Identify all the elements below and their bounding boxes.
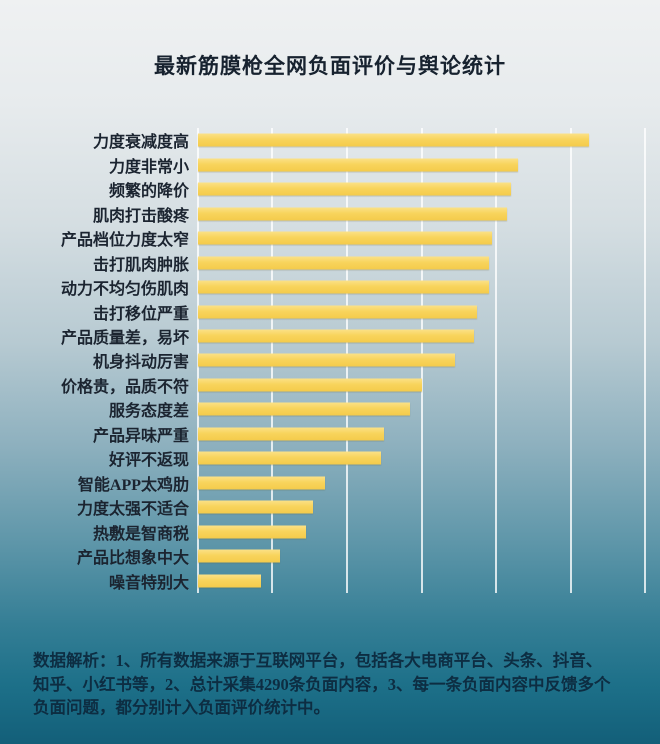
bar-track xyxy=(198,397,645,421)
bar-track xyxy=(198,520,645,544)
category-label: 击打移位严重 xyxy=(92,305,189,323)
bar xyxy=(198,427,385,441)
bar-track xyxy=(198,324,645,348)
bar-row: 机身抖动厉害 xyxy=(0,348,660,372)
bar-track xyxy=(198,495,645,519)
bar xyxy=(198,451,381,465)
category-label: 产品异味严重 xyxy=(92,427,189,445)
footer-line: 数据解析：1、所有数据来源于互联网平台，包括各大电商平台、头条、抖音、 xyxy=(33,651,603,670)
gridline xyxy=(569,128,572,593)
category-label: 价格贵，品质不符 xyxy=(60,378,189,396)
bar-track xyxy=(198,201,645,225)
bar-row: 产品档位力度太窄 xyxy=(0,226,660,250)
bar-rows: 力度衰减度高力度非常小频繁的降价肌肉打击酸疼产品档位力度太窄击打肌肉肿胀动力不均… xyxy=(0,128,660,593)
bar-row: 力度非常小 xyxy=(0,152,660,176)
bar-row: 价格贵，品质不符 xyxy=(0,373,660,397)
category-label: 好评不返现 xyxy=(108,452,189,470)
bar-track xyxy=(198,348,645,372)
bar xyxy=(198,402,411,416)
category-label: 肌肉打击酸疼 xyxy=(92,207,189,225)
bar-track xyxy=(198,250,645,274)
bar-row: 噪音特别大 xyxy=(0,568,660,592)
category-label: 智能APP太鸡肋 xyxy=(77,476,189,494)
bar xyxy=(198,280,489,294)
bar-row: 服务态度差 xyxy=(0,397,660,421)
bar xyxy=(198,182,511,196)
bar-row: 热敷是智商税 xyxy=(0,520,660,544)
bar-track xyxy=(198,128,645,152)
bar xyxy=(198,574,262,588)
bar-row: 频繁的降价 xyxy=(0,177,660,201)
bar xyxy=(198,133,590,147)
bar-row: 好评不返现 xyxy=(0,446,660,470)
bar xyxy=(198,231,493,245)
bar xyxy=(198,476,325,490)
bar xyxy=(198,525,307,539)
bar-track xyxy=(198,544,645,568)
footer-note: 数据解析：1、所有数据来源于互联网平台，包括各大电商平台、头条、抖音、 知乎、小… xyxy=(33,649,633,720)
footer-line: 知乎、小红书等，2、总计采集4290条负面内容，3、每一条负面内容中反馈多个 xyxy=(33,674,611,694)
chart-title: 最新筋膜枪全网负面评价与舆论统计 xyxy=(154,54,506,78)
bar-track xyxy=(198,422,645,446)
category-label: 击打肌肉肿胀 xyxy=(92,256,189,274)
gridline xyxy=(494,128,497,593)
category-label: 热敷是智商税 xyxy=(92,525,189,543)
bar xyxy=(198,549,280,563)
bar-row: 产品比想象中大 xyxy=(0,544,660,568)
footer-line: 负面问题，都分别计入负面评价统计中。 xyxy=(33,698,330,717)
category-label: 产品档位力度太窄 xyxy=(60,232,189,250)
bar-track xyxy=(198,226,645,250)
category-label: 动力不均匀伤肌肉 xyxy=(60,281,189,299)
bar xyxy=(198,256,489,270)
bar-row: 肌肉打击酸疼 xyxy=(0,201,660,225)
bar xyxy=(198,329,474,343)
bar-row: 力度太强不适合 xyxy=(0,495,660,519)
bar xyxy=(198,500,314,514)
category-label: 力度太强不适合 xyxy=(76,501,189,519)
category-label: 机身抖动厉害 xyxy=(92,354,189,372)
bar-track xyxy=(198,177,645,201)
bar-track xyxy=(198,299,645,323)
category-label: 产品质量差，易坏 xyxy=(60,329,189,347)
bar-row: 击打肌肉肿胀 xyxy=(0,250,660,274)
bar xyxy=(198,305,478,319)
bar-track xyxy=(198,152,645,176)
bar-row: 击打移位严重 xyxy=(0,299,660,323)
bar-row: 产品异味严重 xyxy=(0,422,660,446)
bar-track xyxy=(198,568,645,592)
bar-track xyxy=(198,446,645,470)
category-label: 产品比想象中大 xyxy=(76,550,189,568)
bar xyxy=(198,207,508,221)
category-label: 力度衰减度高 xyxy=(92,134,189,152)
gridline xyxy=(644,128,646,593)
bar-row: 力度衰减度高 xyxy=(0,128,660,152)
bar-row: 产品质量差，易坏 xyxy=(0,324,660,348)
bar xyxy=(198,158,519,172)
bar-row: 动力不均匀伤肌肉 xyxy=(0,275,660,299)
category-label: 服务态度差 xyxy=(108,403,189,421)
bar-row: 智能APP太鸡肋 xyxy=(0,471,660,495)
category-label: 噪音特别大 xyxy=(108,574,189,592)
bar-track xyxy=(198,373,645,397)
bar-track xyxy=(198,471,645,495)
bar xyxy=(198,378,422,392)
category-label: 力度非常小 xyxy=(108,158,189,176)
bar xyxy=(198,353,456,367)
bar-track xyxy=(198,275,645,299)
category-label: 频繁的降价 xyxy=(108,183,189,201)
